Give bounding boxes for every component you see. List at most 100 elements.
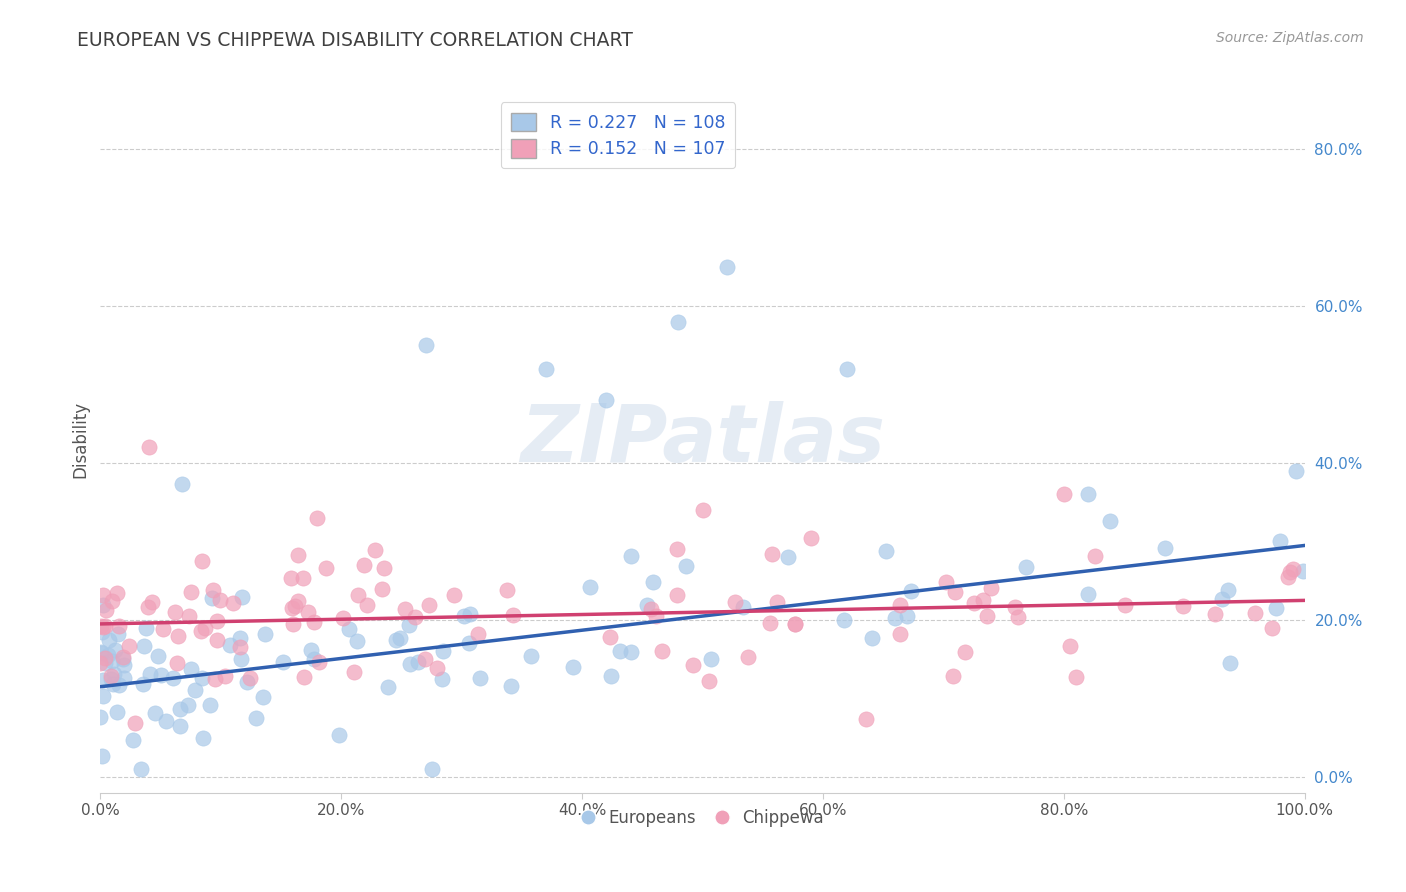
Point bbox=[1277, 570, 1299, 584]
Point bbox=[191, 554, 214, 568]
Point bbox=[1278, 565, 1301, 579]
Point bbox=[1077, 487, 1099, 501]
Point bbox=[183, 683, 205, 698]
Point bbox=[100, 594, 122, 608]
Point bbox=[1114, 598, 1136, 612]
Point bbox=[337, 622, 360, 636]
Point bbox=[201, 591, 224, 606]
Point bbox=[972, 593, 994, 607]
Point bbox=[118, 639, 141, 653]
Point bbox=[644, 609, 666, 624]
Point bbox=[1216, 582, 1239, 597]
Point bbox=[205, 632, 228, 647]
Point bbox=[1204, 607, 1226, 621]
Point bbox=[643, 575, 665, 590]
Point bbox=[356, 598, 378, 612]
Point bbox=[91, 598, 114, 612]
Point bbox=[579, 580, 602, 594]
Point bbox=[169, 719, 191, 733]
Point bbox=[143, 706, 166, 721]
Point bbox=[346, 588, 368, 602]
Point bbox=[501, 679, 523, 693]
Point bbox=[89, 656, 111, 670]
Point bbox=[377, 680, 399, 694]
Point bbox=[177, 698, 200, 712]
Point bbox=[599, 668, 621, 682]
Point bbox=[138, 667, 160, 681]
Point bbox=[152, 622, 174, 636]
Point bbox=[202, 582, 225, 597]
Point bbox=[980, 581, 1002, 595]
Point bbox=[292, 670, 315, 684]
Point bbox=[328, 728, 350, 742]
Point bbox=[682, 658, 704, 673]
Point bbox=[700, 651, 723, 665]
Point bbox=[191, 731, 214, 745]
Point bbox=[620, 645, 643, 659]
Point bbox=[252, 690, 274, 705]
Point bbox=[432, 644, 454, 658]
Point bbox=[415, 651, 437, 665]
Point bbox=[209, 593, 232, 607]
Point bbox=[420, 762, 443, 776]
Point bbox=[860, 631, 883, 645]
Point bbox=[131, 676, 153, 690]
Point bbox=[561, 660, 583, 674]
Point bbox=[609, 644, 631, 658]
Point bbox=[534, 362, 557, 376]
Point bbox=[737, 650, 759, 665]
Point bbox=[191, 671, 214, 685]
Point bbox=[346, 634, 368, 648]
Point bbox=[91, 673, 114, 688]
Point bbox=[761, 547, 783, 561]
Point bbox=[221, 596, 243, 610]
Point bbox=[1066, 670, 1088, 684]
Point bbox=[1211, 592, 1233, 607]
Point bbox=[141, 594, 163, 608]
Point bbox=[1053, 487, 1076, 501]
Point bbox=[112, 671, 135, 685]
Point bbox=[404, 609, 426, 624]
Point bbox=[373, 561, 395, 575]
Point bbox=[724, 595, 747, 609]
Point bbox=[138, 441, 160, 455]
Point bbox=[105, 586, 128, 600]
Point bbox=[112, 650, 135, 665]
Point bbox=[343, 665, 366, 679]
Point bbox=[190, 624, 212, 639]
Point bbox=[1171, 599, 1194, 614]
Point bbox=[364, 543, 387, 558]
Point bbox=[1007, 609, 1029, 624]
Point bbox=[96, 648, 118, 662]
Point bbox=[666, 542, 689, 557]
Point bbox=[271, 655, 294, 669]
Point bbox=[426, 661, 449, 675]
Point bbox=[94, 656, 117, 670]
Text: EUROPEAN VS CHIPPEWA DISABILITY CORRELATION CHART: EUROPEAN VS CHIPPEWA DISABILITY CORRELAT… bbox=[77, 31, 633, 50]
Point bbox=[430, 673, 453, 687]
Point bbox=[875, 544, 897, 558]
Point bbox=[198, 698, 221, 712]
Point bbox=[100, 654, 122, 668]
Point bbox=[620, 549, 643, 564]
Point bbox=[665, 588, 688, 602]
Point bbox=[90, 645, 112, 659]
Point bbox=[1292, 564, 1315, 578]
Point bbox=[135, 621, 157, 635]
Point bbox=[93, 619, 115, 633]
Point bbox=[112, 658, 135, 673]
Point bbox=[96, 603, 118, 617]
Point bbox=[889, 627, 911, 641]
Text: Source: ZipAtlas.com: Source: ZipAtlas.com bbox=[1216, 31, 1364, 45]
Point bbox=[1004, 599, 1026, 614]
Point bbox=[138, 600, 160, 615]
Point bbox=[457, 636, 479, 650]
Point bbox=[453, 609, 475, 624]
Point bbox=[943, 584, 966, 599]
Point bbox=[955, 645, 977, 659]
Point bbox=[398, 618, 420, 632]
Point bbox=[834, 613, 856, 627]
Point bbox=[800, 531, 823, 545]
Point bbox=[783, 617, 806, 632]
Point bbox=[668, 315, 690, 329]
